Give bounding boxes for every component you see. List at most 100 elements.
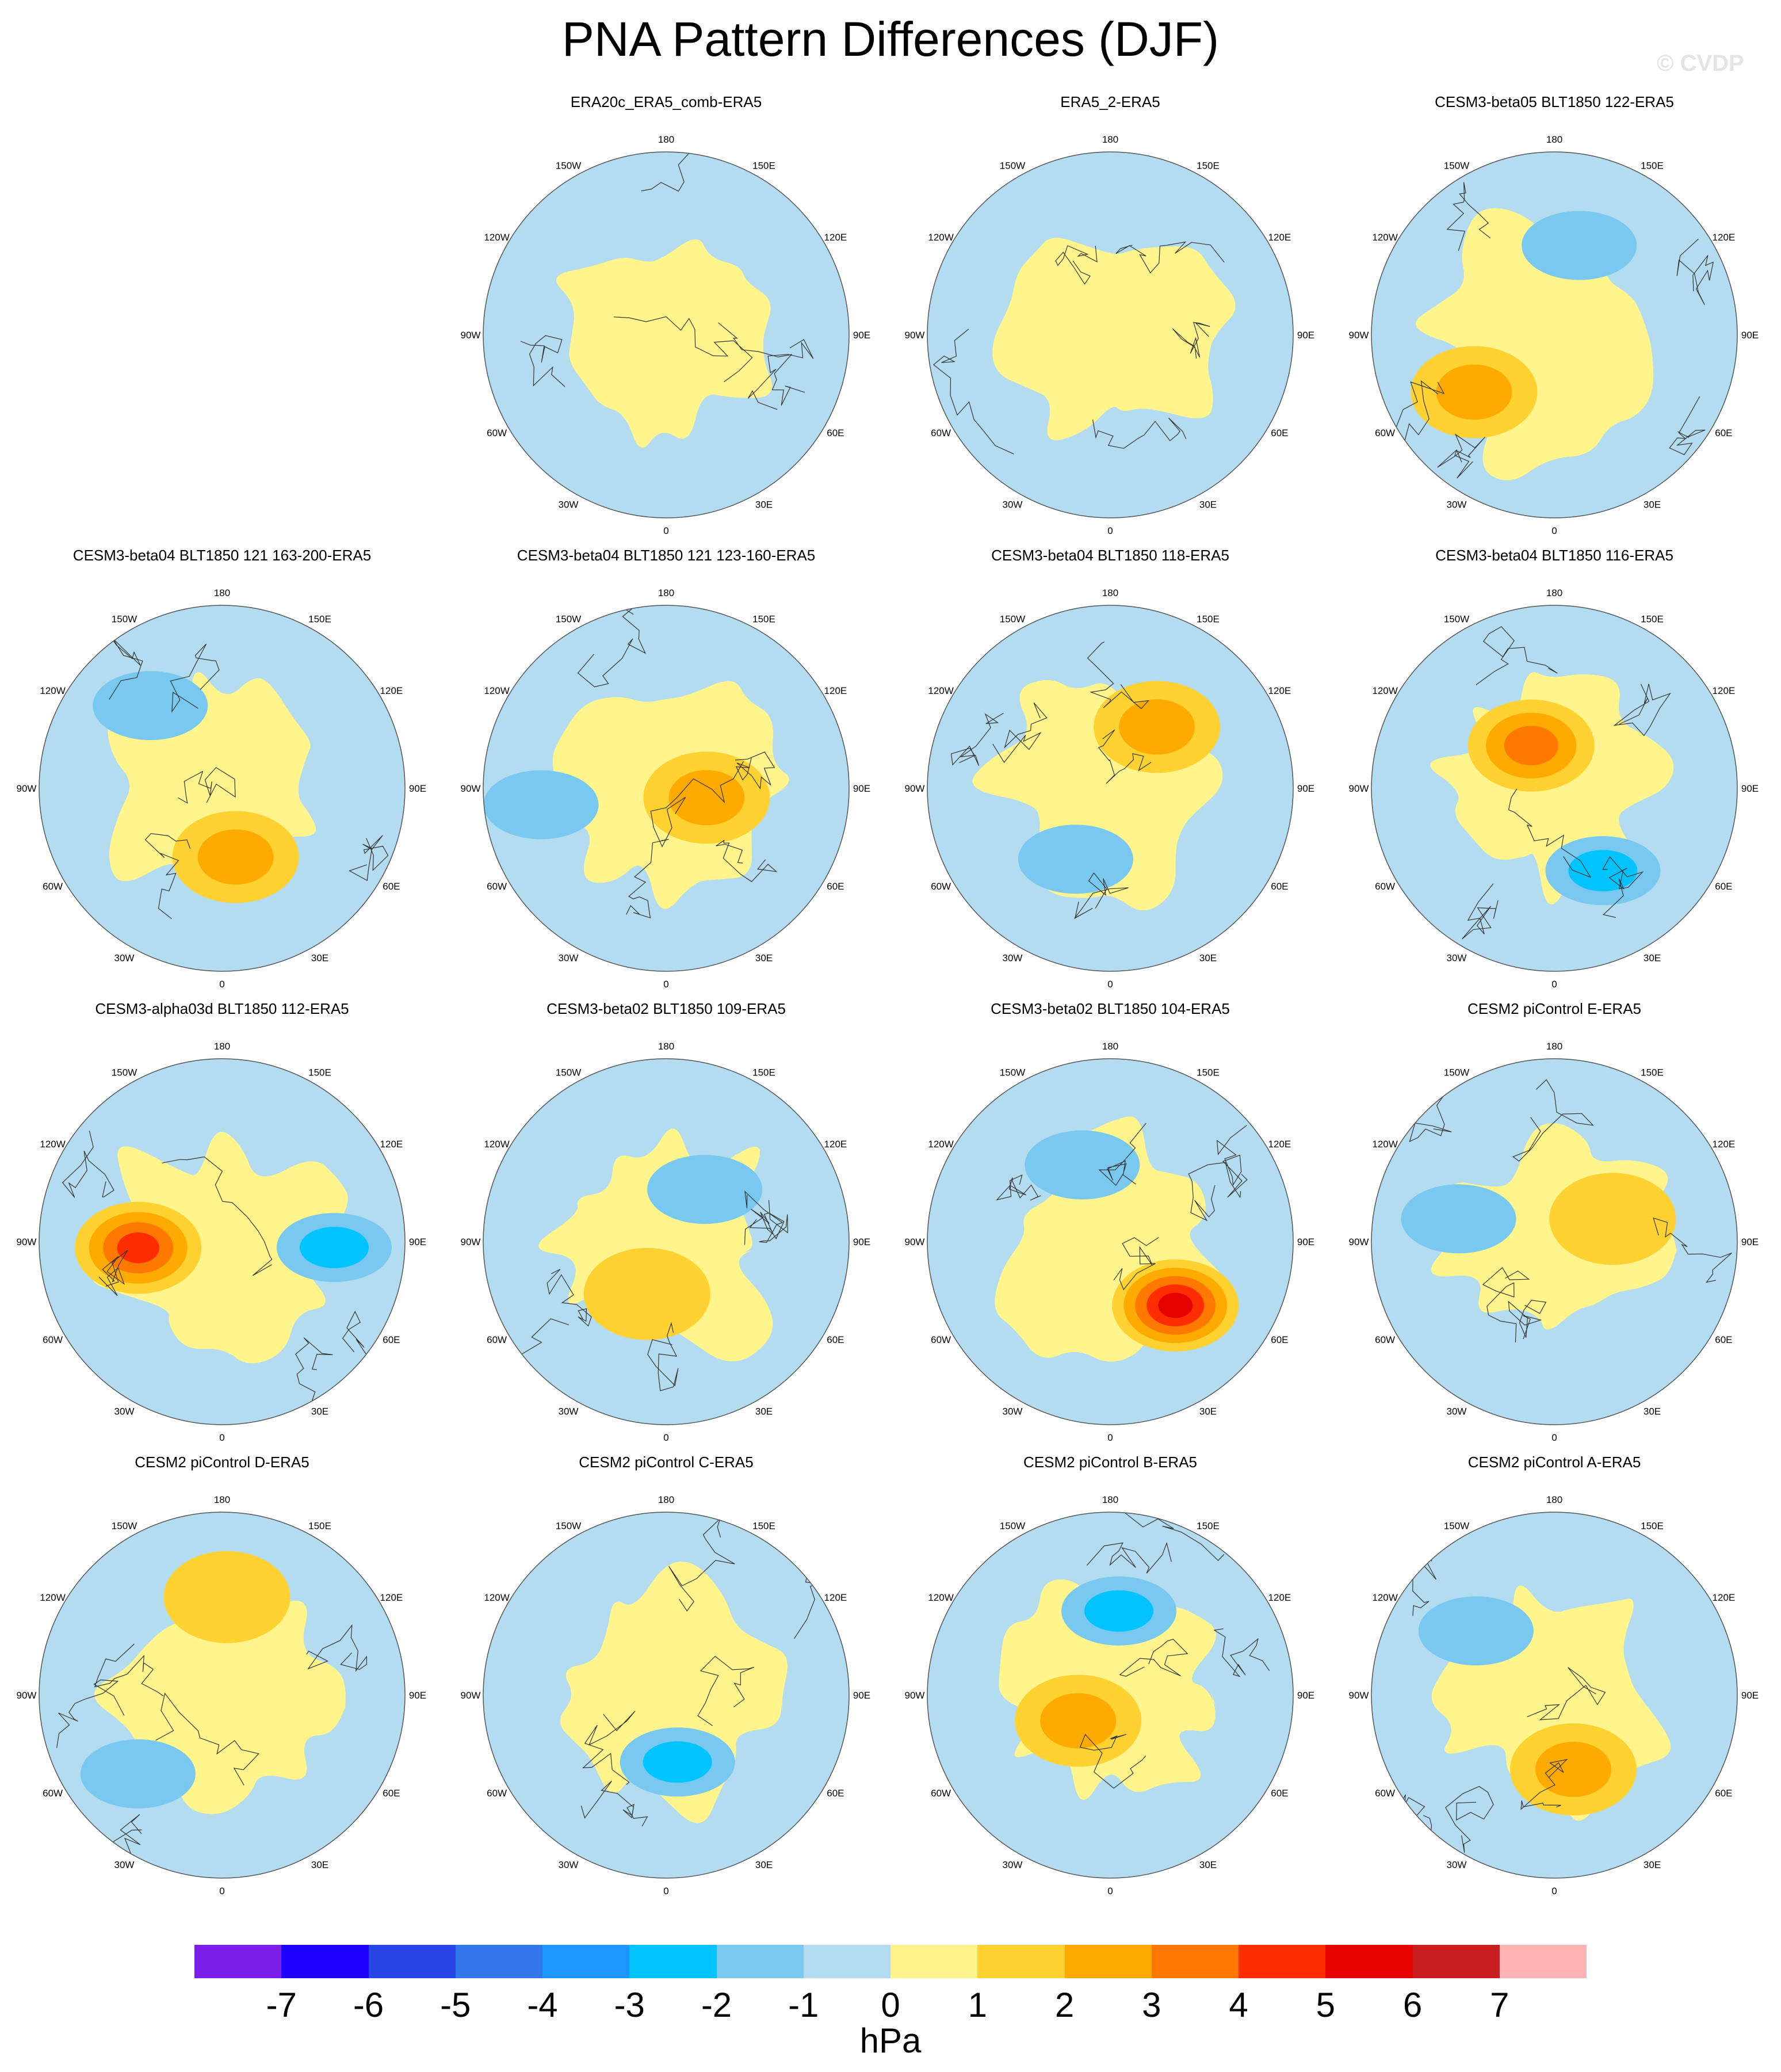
- longitude-label: 120E: [824, 1139, 847, 1150]
- longitude-label: 150E: [752, 614, 775, 625]
- negative-contour: [643, 1741, 712, 1783]
- longitude-label: 30E: [311, 1859, 328, 1870]
- colorbar-tick-label: 5: [1316, 1986, 1335, 2024]
- longitude-label: 30W: [1447, 1406, 1467, 1417]
- panel-title: CESM3-beta05 BLT1850 122-ERA5: [1435, 93, 1674, 110]
- map-boundary: [927, 1058, 1294, 1425]
- longitude-label: 60W: [1375, 1334, 1395, 1345]
- longitude-label: 150E: [1641, 1521, 1664, 1532]
- positive-anomaly-region: [992, 238, 1236, 441]
- longitude-label: 30W: [1447, 1859, 1467, 1870]
- map-panel: CESM2 piControl D-ERA5 180 150E 120E 90E 60E 3…: [0, 1452, 444, 1907]
- longitude-label: 60W: [487, 1788, 507, 1799]
- longitude-label: 60E: [827, 428, 844, 438]
- longitude-label: 180: [658, 1494, 674, 1505]
- negative-contour: [1401, 1184, 1516, 1254]
- longitude-label: 180: [1546, 1041, 1562, 1052]
- longitude-label: 150E: [1641, 161, 1664, 171]
- longitude-label: 120E: [1713, 1592, 1736, 1603]
- polar-map: 180 150E 120E 90E 60E 30E 0 30W 60W 90W 120W 150W: [905, 1494, 1315, 1897]
- map-panel: CESM3-beta02 BLT1850 109-ERA5 180 150E 120E…: [444, 999, 888, 1453]
- coastline: [1445, 1786, 1494, 1853]
- negative-contour: [1418, 1596, 1534, 1666]
- longitude-label: 120E: [1268, 1592, 1291, 1603]
- colorbar-tick-label: -1: [788, 1986, 819, 2024]
- polar-map: 180 150E 120E 90E 60E 30E 0 30W 60W 90W 120W 150W: [461, 134, 871, 536]
- positive-contour: [163, 1551, 291, 1643]
- negative-contour: [80, 1739, 196, 1808]
- polar-map: 180 150E 120E 90E 60E 30E 0 30W 60W 90W 120W 150W: [1349, 587, 1759, 990]
- polar-map: 180 150E 120E 90E 60E 30E 0 30W 60W 90W 120W 150W: [461, 587, 871, 990]
- longitude-label: 150E: [752, 1067, 775, 1078]
- longitude-label: 150E: [1197, 1067, 1220, 1078]
- longitude-label: 150E: [308, 1521, 331, 1532]
- longitude-label: 0: [1551, 525, 1557, 536]
- map-boundary: [483, 151, 850, 518]
- coastline: [546, 1269, 592, 1327]
- longitude-label: 90W: [905, 1237, 925, 1247]
- coastline: [1508, 1300, 1547, 1340]
- negative-contour: [93, 671, 208, 741]
- longitude-label: 120E: [380, 1592, 403, 1603]
- longitude-label: 60E: [827, 1334, 844, 1345]
- coastline: [996, 1174, 1041, 1201]
- panel-title: CESM2 piControl D-ERA5: [135, 1453, 309, 1471]
- coastline: [1527, 1667, 1606, 1720]
- coastline: [744, 1208, 785, 1245]
- positive-contour: [117, 1232, 159, 1264]
- coastline: [992, 703, 1048, 763]
- colorbar-box: [890, 1945, 978, 1978]
- positive-contour: [583, 1247, 710, 1340]
- longitude-label: 90W: [461, 1690, 481, 1701]
- polar-map: 180 150E 120E 90E 60E 30E 0 30W 60W 90W 120W 150W: [1349, 1041, 1759, 1443]
- coastline: [1119, 1639, 1188, 1677]
- coastline: [580, 1781, 648, 1827]
- coastline: [950, 712, 1004, 766]
- longitude-label: 120W: [484, 1592, 509, 1603]
- colorbar-box: [629, 1945, 717, 1978]
- longitude-label: 30W: [114, 1859, 135, 1870]
- figure-title: PNA Pattern Differences (DJF): [561, 12, 1220, 66]
- coastline: [613, 316, 753, 383]
- longitude-label: 30W: [559, 499, 579, 510]
- longitude-label: 60W: [487, 1334, 507, 1345]
- longitude-label: 30W: [559, 952, 579, 963]
- longitude-label: 60W: [931, 881, 951, 892]
- longitude-label: 180: [214, 587, 230, 598]
- longitude-label: 90E: [1741, 330, 1759, 341]
- longitude-label: 120E: [824, 685, 847, 696]
- longitude-label: 150E: [308, 614, 331, 625]
- colorbar-box: [1499, 1945, 1587, 1978]
- colorbar-box: [194, 1945, 282, 1978]
- longitude-label: 180: [1102, 587, 1118, 598]
- coastline: [1216, 1125, 1248, 1198]
- panel-title: CESM2 piControl E-ERA5: [1467, 1000, 1641, 1017]
- longitude-label: 120W: [1372, 685, 1397, 696]
- longitude-label: 90W: [1349, 783, 1369, 794]
- map-boundary: [483, 1058, 850, 1425]
- coastline: [162, 1156, 273, 1276]
- map-panel: CESM3-beta04 BLT1850 121 123-160-ERA5 180…: [444, 545, 888, 1000]
- map-boundary: [39, 1512, 406, 1879]
- positive-contour: [197, 829, 274, 885]
- map-panel: CESM2 piControl B-ERA5 180 150E 120E 90E 60E 3…: [888, 1452, 1332, 1907]
- colorbar-tick-label: 3: [1142, 1986, 1161, 2024]
- longitude-label: 0: [219, 1432, 224, 1443]
- longitude-label: 90E: [853, 1237, 870, 1247]
- longitude-label: 30E: [311, 952, 328, 963]
- longitude-label: 150E: [1197, 161, 1220, 171]
- longitude-label: 60E: [1715, 1788, 1732, 1799]
- longitude-label: 150E: [752, 1521, 775, 1532]
- longitude-label: 60W: [43, 881, 63, 892]
- coastline: [1669, 396, 1706, 455]
- colorbar-tick-label: 1: [968, 1986, 987, 2024]
- coastline: [1115, 241, 1225, 274]
- map-boundary: [1371, 605, 1738, 972]
- negative-contour: [1568, 850, 1638, 892]
- colorbar-tick-label: -6: [353, 1986, 384, 2024]
- longitude-label: 150W: [112, 1521, 137, 1532]
- colorbar-box: [281, 1945, 369, 1978]
- negative-contour: [483, 770, 599, 840]
- longitude-label: 120E: [380, 685, 403, 696]
- coastline: [1437, 433, 1485, 479]
